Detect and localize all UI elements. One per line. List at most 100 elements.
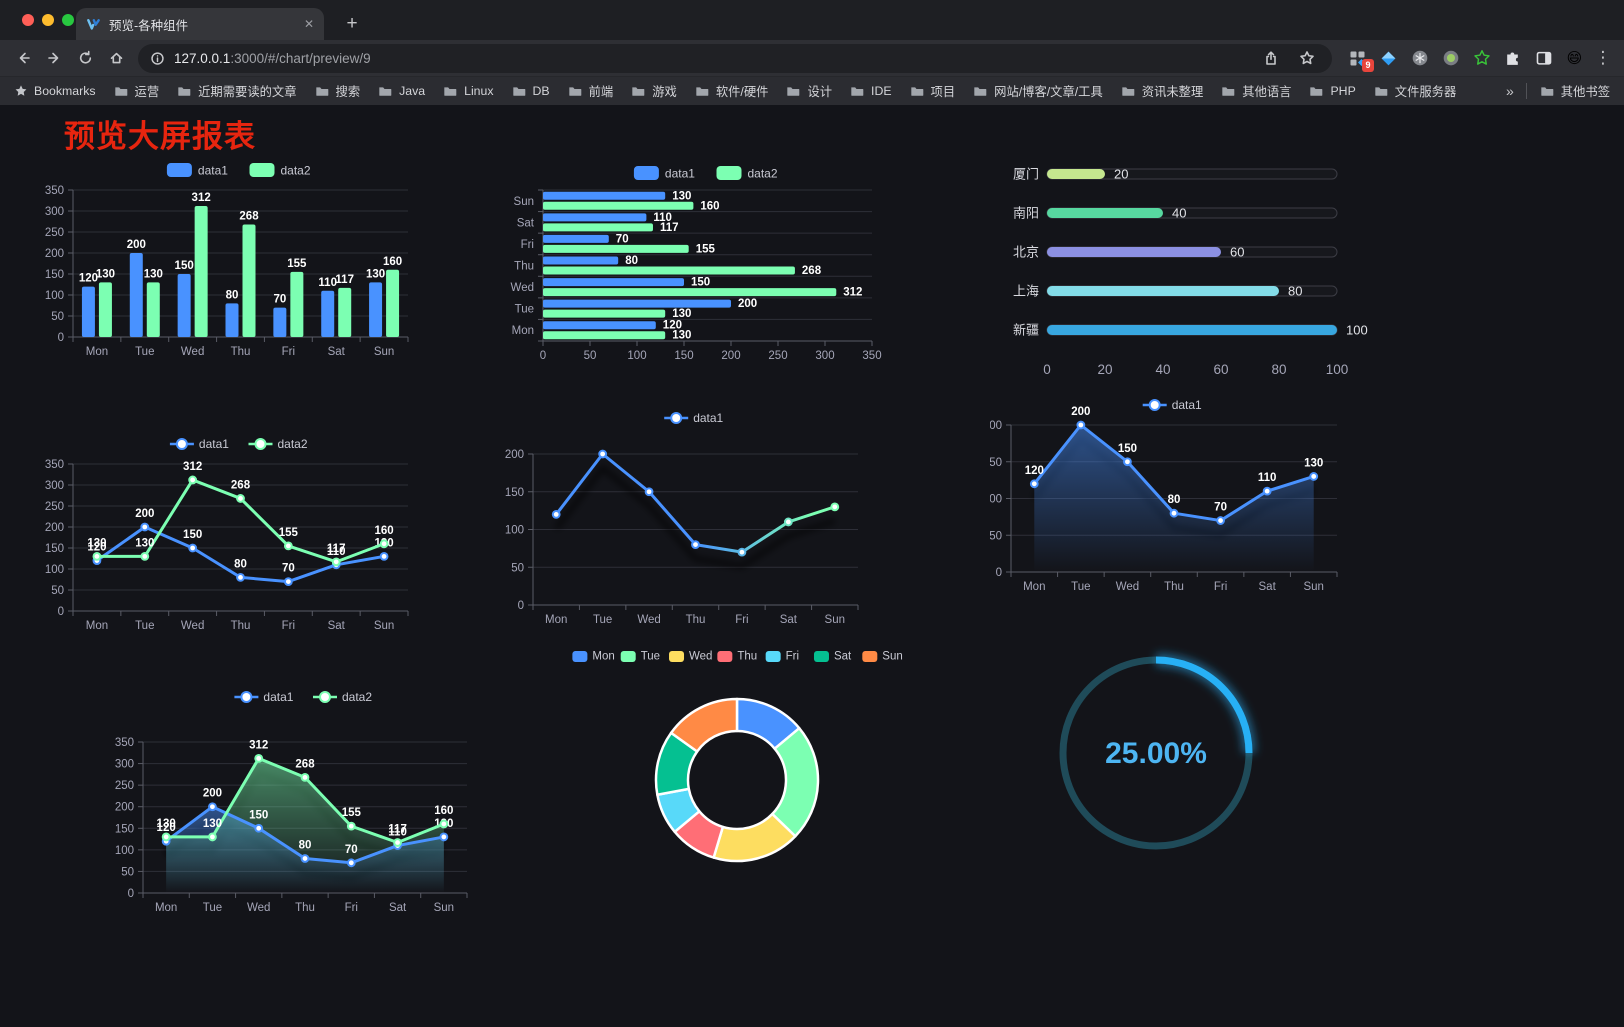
bookmark-folder-item[interactable]: 设计 [785,82,832,100]
bookmark-folder-item[interactable]: IDE [849,84,892,98]
new-tab-button[interactable]: + [346,13,358,34]
svg-text:0: 0 [540,350,546,362]
site-info-icon[interactable] [150,51,165,66]
bookmark-folder-item[interactable]: 其他语言 [1220,82,1291,100]
svg-text:data1: data1 [665,167,695,181]
svg-text:312: 312 [192,192,211,204]
svg-text:312: 312 [183,461,202,473]
svg-text:40: 40 [1172,206,1186,221]
address-bar[interactable]: 127.0.0.1:3000/#/chart/preview/9 [138,43,1332,73]
extension-badge: 9 [1361,59,1374,72]
svg-text:200: 200 [135,508,154,520]
svg-text:130: 130 [144,268,163,280]
svg-text:200: 200 [45,248,64,260]
svg-text:Thu: Thu [295,902,315,914]
svg-text:0: 0 [996,567,1002,579]
folder-icon [568,87,581,96]
extension-diamond-icon[interactable] [1375,44,1402,72]
extension-circle-icon[interactable] [1406,44,1433,72]
svg-text:Tue: Tue [135,346,154,358]
line-chart-two-series[interactable]: 0 50 100 150 200 250 300 350 Mon Tue Wed Thu Fri Sat S… [40,425,420,640]
browser-tab[interactable]: 预览-各种组件 ✕ [76,8,324,40]
svg-text:70: 70 [1214,502,1227,514]
forward-button[interactable] [41,44,68,72]
svg-text:Fri: Fri [735,614,748,626]
svg-text:268: 268 [239,210,259,222]
side-panel-icon[interactable] [1530,44,1557,72]
bookmark-folder-item[interactable]: 资讯未整理 [1120,82,1203,100]
svg-text:200: 200 [45,522,64,534]
svg-text:200: 200 [127,239,146,251]
back-button[interactable] [10,44,37,72]
bookmark-folder-item[interactable]: 近期需要读的文章 [176,82,297,100]
svg-text:0: 0 [58,332,64,344]
svg-text:Sun: Sun [1303,581,1323,593]
bookmark-folder-item[interactable]: Java [377,84,425,98]
svg-text:268: 268 [295,758,315,770]
emoji-extension-icon[interactable]: 😄 [1566,50,1583,67]
bookmarks-root-item[interactable]: Bookmarks [14,84,96,98]
browser-toolbar: 127.0.0.1:3000/#/chart/preview/9 9 [0,40,1624,76]
window-zoom-button[interactable] [62,14,74,26]
bookmark-folder-item[interactable]: Linux [442,84,494,98]
extensions-puzzle-icon[interactable] [1499,44,1526,72]
gradient-line-chart[interactable]: 0 50 100 150 200 Mon Tue Wed Thu Fri Sat Sun data1 [500,398,875,633]
gauge-chart[interactable]: 25.00% [1040,638,1275,880]
svg-text:Mon: Mon [1023,581,1045,593]
bookmark-folder-item[interactable]: 项目 [909,82,955,100]
folder-icon [787,87,800,96]
browser-menu-icon[interactable]: ⋮ [1594,48,1612,67]
extension-grid-icon[interactable]: 9 [1344,44,1374,72]
svg-text:117: 117 [335,274,354,286]
svg-text:120: 120 [157,822,176,834]
progress-bar-chart[interactable]: 厦门 20 南阳 40 北京 60 上海 80 新疆 100 0 20 40 60 80 100 [995,155,1375,390]
bookmark-folder-item[interactable]: 网站/博客/文章/工具 [972,82,1103,100]
svg-text:350: 350 [862,350,881,362]
svg-text:Tue: Tue [1071,581,1090,593]
folder-icon [444,87,457,96]
extension-record-icon[interactable] [1437,44,1464,72]
bookmark-folder-item[interactable]: 游戏 [630,82,677,100]
share-icon[interactable] [1257,44,1284,72]
bookmark-folder-item[interactable]: 前端 [567,82,613,100]
svg-text:117: 117 [660,222,679,234]
svg-text:0: 0 [58,606,64,618]
bookmark-folder-item[interactable]: 运营 [113,82,159,100]
bookmark-folder-item[interactable]: 软件/硬件 [694,82,768,100]
svg-text:100: 100 [627,350,646,362]
svg-text:60: 60 [1213,362,1228,377]
horizontal-bar-chart[interactable]: 0 50 100 150 200 250 300 350 Sun Sat Fri Thu Wed Tue M… [505,152,890,367]
bookmark-folder-item[interactable]: 搜索 [314,82,360,100]
window-minimize-button[interactable] [42,14,54,26]
svg-text:120: 120 [1025,465,1044,477]
svg-text:20: 20 [1097,362,1112,377]
svg-text:300: 300 [45,206,64,218]
svg-text:70: 70 [282,563,295,575]
window-close-button[interactable] [22,14,34,26]
bookmark-star-icon[interactable] [1293,44,1320,72]
tab-close-icon[interactable]: ✕ [303,17,314,31]
bookmark-folder-item[interactable]: PHP [1308,84,1356,98]
bookmarks-overflow-chevron[interactable]: » [1506,83,1514,99]
bookmark-folder-item[interactable]: DB [511,84,550,98]
donut-chart[interactable]: Mon Tue Wed Thu Fri Sat Sun [545,643,930,893]
svg-text:120: 120 [663,320,682,332]
url-text[interactable]: 127.0.0.1:3000/#/chart/preview/9 [174,51,1248,66]
svg-text:150: 150 [115,823,134,835]
area-chart-two-series[interactable]: 0 50 100 150 200 250 300 350 Mon Tue Wed Thu Fri Sat S… [105,678,485,928]
area-line-chart[interactable]: 0 50 100 150 200 Mon Tue Wed Thu Fri Sat Sun 120 200 1… [990,388,1355,606]
other-bookmarks-item[interactable]: 其他书签 [1539,82,1610,100]
bar-chart[interactable]: 0 50 100 150 200 250 300 350 Mon Tue Wed Thu Fri Sat S… [40,150,420,365]
svg-text:Mon: Mon [592,651,614,663]
bookmark-folder-item[interactable]: 文件服务器 [1373,82,1456,100]
reload-button[interactable] [72,44,99,72]
home-button[interactable] [103,44,130,72]
svg-text:130: 130 [203,818,222,830]
extension-star-icon[interactable] [1468,44,1495,72]
svg-text:130: 130 [366,268,385,280]
svg-text:data1: data1 [199,437,229,451]
svg-text:130: 130 [672,308,691,320]
svg-text:Wed: Wed [511,282,534,294]
svg-text:130: 130 [157,818,176,830]
